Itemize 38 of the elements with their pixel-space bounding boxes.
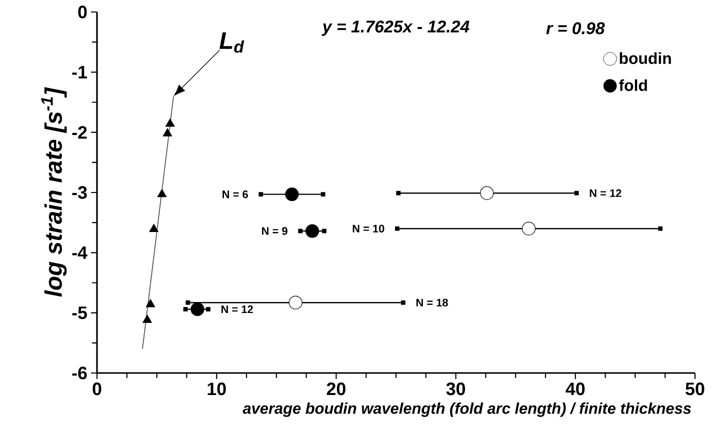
annotation: N = 10 — [352, 224, 384, 232]
point — [305, 224, 320, 238]
annotation: y = 1.7625x - 12.24 — [322, 20, 470, 36]
point — [142, 314, 152, 323]
annotation: N = 12 — [590, 189, 622, 197]
y-tick-label: 0 — [78, 6, 87, 18]
y-tick-label: -4 — [72, 246, 88, 259]
point — [165, 118, 175, 127]
y-tick-label: -2 — [72, 126, 87, 139]
x-tick-label: 10 — [208, 382, 226, 396]
annotation: N = 12 — [221, 305, 253, 314]
x-tick-label: 0 — [92, 382, 102, 396]
annotation: N = 18 — [416, 298, 448, 306]
x-axis-title: average boudin wavelength (fold arc length) / finite thickness — [242, 402, 691, 417]
point — [162, 128, 172, 136]
x-tick-label: 30 — [446, 382, 466, 396]
y-tick-label: -6 — [72, 366, 87, 380]
legend-label: fold — [619, 79, 647, 92]
point — [157, 189, 167, 198]
point — [522, 222, 536, 236]
annotation: N = 9 — [262, 227, 288, 235]
point — [190, 302, 204, 316]
y-tick-label: -1 — [72, 66, 87, 78]
annotation: r = 0.98 — [546, 22, 605, 34]
x-tick-label: 50 — [686, 382, 704, 396]
point — [149, 224, 158, 232]
point — [146, 299, 156, 308]
legend-label: boudin — [620, 52, 671, 64]
y-axis-title: log strain rate [s$^{-1}$] — [41, 87, 67, 297]
y-tick-label: -5 — [72, 306, 87, 320]
annotation: N = 6 — [222, 190, 248, 198]
x-tick-label: 20 — [326, 382, 346, 396]
annotation: L$_{d}$ — [219, 32, 244, 53]
y-tick-label: -3 — [72, 186, 87, 199]
x-tick-label: 40 — [566, 382, 585, 396]
point — [288, 296, 302, 310]
point — [285, 188, 299, 202]
point — [480, 186, 494, 200]
